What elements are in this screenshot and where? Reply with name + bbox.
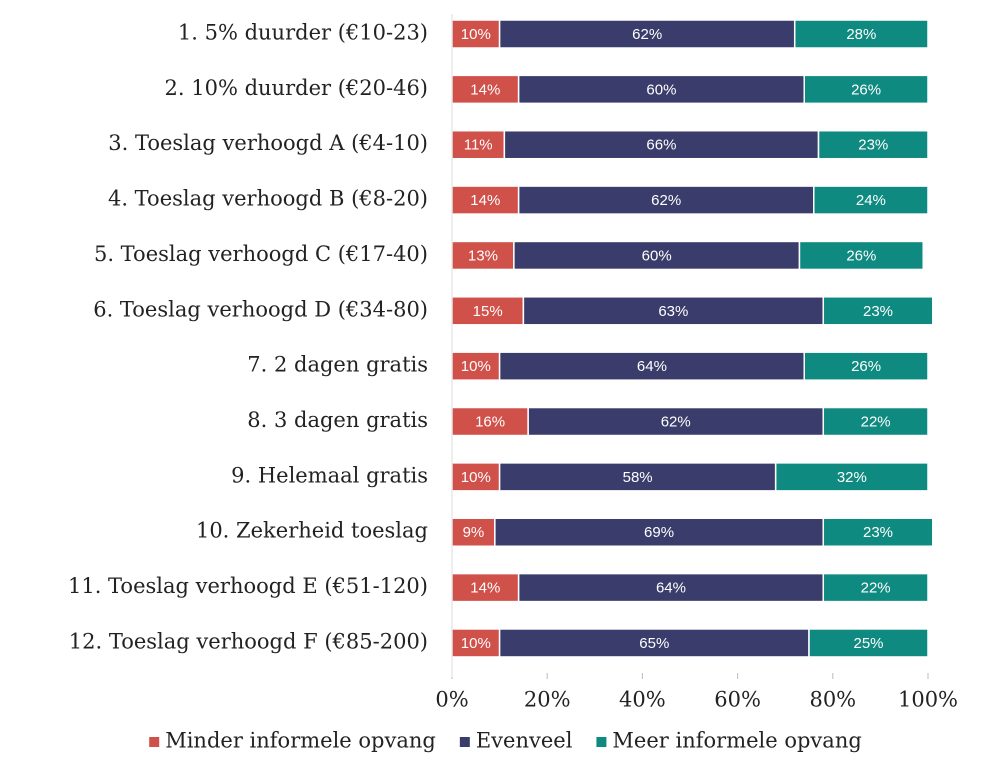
value-label: 22% xyxy=(861,413,891,430)
category-label: 1. 5% duurder (€10-23) xyxy=(178,21,428,45)
x-tick-label: 40% xyxy=(619,687,666,711)
value-label: 23% xyxy=(863,524,893,541)
bar-segment xyxy=(451,351,501,381)
bar-segment xyxy=(498,19,796,49)
x-tick-label: 20% xyxy=(524,687,571,711)
category-label: 2. 10% duurder (€20-46) xyxy=(165,76,428,100)
value-label: 26% xyxy=(851,81,881,98)
bar-segment xyxy=(513,240,801,271)
category-label: 11. Toeslag verhoogd E (€51-120) xyxy=(68,574,428,598)
value-label: 62% xyxy=(651,192,681,209)
value-label: 58% xyxy=(623,469,653,486)
value-label: 23% xyxy=(863,303,893,320)
value-label: 10% xyxy=(461,26,491,43)
value-label: 66% xyxy=(646,137,676,154)
value-label: 26% xyxy=(846,247,876,264)
category-label: 7. 2 dagen gratis xyxy=(247,353,428,377)
value-label: 32% xyxy=(837,469,867,486)
value-label: 69% xyxy=(644,524,674,541)
value-label: 22% xyxy=(861,580,891,597)
value-label: 62% xyxy=(661,413,691,430)
x-tick-label: 80% xyxy=(809,687,856,711)
legend-swatch xyxy=(596,737,607,747)
bar-segment xyxy=(803,351,929,381)
bar-segment xyxy=(813,185,929,215)
category-label: 12. Toeslag verhoogd F (€85-200) xyxy=(69,629,428,653)
legend-swatch xyxy=(459,737,470,747)
bar-segment xyxy=(494,517,825,547)
value-label: 28% xyxy=(846,26,876,43)
legend-label: Evenveel xyxy=(476,729,573,753)
value-label: 10% xyxy=(461,358,491,375)
x-tick-label: 60% xyxy=(714,687,761,711)
value-label: 9% xyxy=(463,524,485,541)
bar-segment xyxy=(498,351,805,381)
value-label: 63% xyxy=(658,303,688,320)
value-label: 10% xyxy=(461,469,491,486)
bar-segment xyxy=(817,129,929,160)
bar-segment xyxy=(517,74,805,105)
bar-segment xyxy=(498,628,810,658)
value-label: 13% xyxy=(468,247,498,264)
value-label: 25% xyxy=(853,635,883,652)
value-label: 62% xyxy=(632,26,662,43)
value-label: 23% xyxy=(858,137,888,154)
value-label: 60% xyxy=(642,247,672,264)
value-label: 64% xyxy=(637,358,667,375)
category-label: 3. Toeslag verhoogd A (€4-10) xyxy=(108,131,428,155)
value-label: 65% xyxy=(639,635,669,652)
bar-segment xyxy=(803,74,929,105)
value-label: 24% xyxy=(856,192,886,209)
bar-segment xyxy=(822,572,929,603)
legend-label: Meer informele opvang xyxy=(612,729,861,753)
bar-segment xyxy=(451,406,529,437)
value-label: 14% xyxy=(470,81,500,98)
category-label: 6. Toeslag verhoogd D (€34-80) xyxy=(93,297,428,321)
category-label: 9. Helemaal gratis xyxy=(231,463,428,487)
value-label: 60% xyxy=(646,81,676,98)
value-label: 16% xyxy=(475,413,505,430)
value-label: 14% xyxy=(470,580,500,597)
x-tick-label: 100% xyxy=(898,687,958,711)
bar-segment xyxy=(451,462,501,492)
bar-segment xyxy=(503,129,820,160)
bar-segment xyxy=(451,240,515,271)
bar-segment xyxy=(451,129,506,160)
bar-segment xyxy=(793,19,929,49)
value-label: 64% xyxy=(656,580,686,597)
bar-segment xyxy=(527,406,825,437)
x-tick-label: 0% xyxy=(435,687,468,711)
category-label: 8. 3 dagen gratis xyxy=(247,408,428,432)
bar-segment xyxy=(451,572,520,603)
value-label: 26% xyxy=(851,358,881,375)
category-label: 4. Toeslag verhoogd B (€8-20) xyxy=(108,187,428,211)
bar-segment xyxy=(522,296,825,326)
value-label: 11% xyxy=(464,137,493,154)
bar-segment xyxy=(822,517,934,547)
bar-segment xyxy=(808,628,929,658)
value-label: 14% xyxy=(470,192,500,209)
value-label: 15% xyxy=(473,303,503,320)
legend-swatch xyxy=(149,737,160,747)
bar-segment xyxy=(822,296,934,326)
category-label: 5. Toeslag verhoogd C (€17-40) xyxy=(94,242,428,266)
legend-label: Minder informele opvang xyxy=(165,729,436,753)
category-label: 10. Zekerheid toeslag xyxy=(196,519,428,543)
value-label: 10% xyxy=(461,635,491,652)
bar-segment xyxy=(451,517,496,547)
bar-segment xyxy=(774,462,929,492)
bar-segment xyxy=(822,406,929,437)
bar-segment xyxy=(798,240,924,271)
